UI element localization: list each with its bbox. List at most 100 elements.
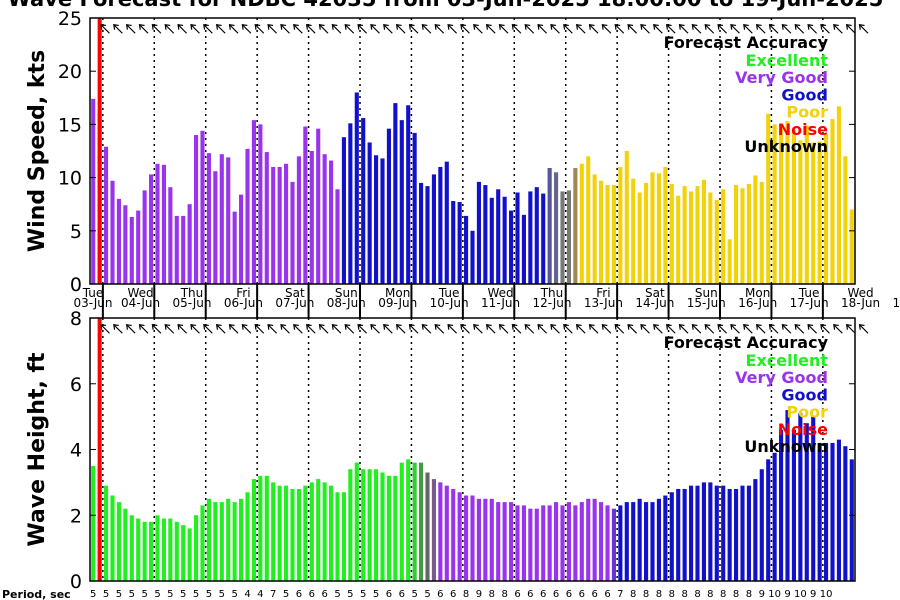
- period-value: 6: [566, 589, 572, 600]
- bar: [605, 505, 610, 581]
- bar: [547, 168, 552, 284]
- period-value: 4: [244, 589, 250, 600]
- period-value: 8: [720, 589, 726, 600]
- bar: [528, 191, 533, 284]
- bar: [772, 452, 777, 581]
- direction-arrow: [447, 324, 458, 334]
- period-value: 6: [321, 589, 327, 600]
- direction-arrow: [550, 324, 560, 334]
- direction-arrow: [691, 324, 702, 334]
- bar: [264, 152, 269, 284]
- day-date-label: 04-Jun: [121, 296, 160, 310]
- period-value: 9: [784, 589, 790, 600]
- bar: [464, 495, 469, 581]
- direction-arrow: [138, 24, 149, 34]
- day-date-label: 07-Jun: [275, 296, 314, 310]
- direction-arrow: [498, 24, 509, 34]
- bar: [309, 482, 314, 581]
- bar: [161, 164, 166, 284]
- bar: [438, 166, 443, 284]
- direction-arrow: [305, 324, 316, 334]
- direction-arrow: [704, 24, 715, 34]
- bar: [779, 128, 784, 284]
- direction-arrow: [293, 324, 303, 334]
- direction-arrow: [228, 324, 239, 334]
- direction-arrow: [550, 24, 560, 34]
- bar: [734, 185, 739, 284]
- bar: [618, 505, 623, 581]
- day-date-label: 10-Jun: [430, 296, 469, 310]
- bar: [566, 502, 571, 581]
- period-value: 8: [463, 589, 469, 600]
- bar: [406, 105, 411, 284]
- bar: [341, 492, 346, 581]
- direction-arrow: [460, 24, 470, 34]
- direction-arrow: [717, 324, 728, 334]
- direction-arrow: [113, 324, 123, 334]
- direction-arrow: [370, 24, 380, 34]
- bar: [277, 485, 282, 581]
- direction-arrow: [395, 324, 406, 334]
- bar: [727, 488, 732, 581]
- legend-item: Poor: [786, 403, 828, 422]
- direction-arrow: [267, 324, 278, 334]
- bar: [258, 124, 263, 285]
- legend-item: Poor: [786, 103, 828, 122]
- period-value: 5: [411, 589, 417, 600]
- day-date-label: 15-Jun: [687, 296, 726, 310]
- direction-arrow: [331, 324, 342, 334]
- bar: [734, 488, 739, 581]
- direction-arrow: [665, 24, 676, 34]
- wind-speed-panel: 0 5 10 15 20 25 Wind Speed, kts Forecast Accura…: [25, 8, 900, 318]
- bar: [303, 126, 308, 284]
- direction-arrow: [820, 24, 830, 34]
- bar: [476, 181, 481, 284]
- bar: [361, 469, 366, 581]
- direction-arrow: [318, 24, 329, 34]
- direction-arrow: [254, 324, 265, 334]
- direction-arrow: [743, 324, 753, 334]
- bar: [656, 173, 661, 284]
- bar: [708, 482, 713, 581]
- bar: [599, 180, 604, 284]
- wave-height-panel: 0 2 4 6 8 Wave Height, ft Forecast AccuracyExc…: [25, 308, 869, 593]
- bar: [502, 196, 507, 284]
- direction-arrow: [190, 324, 200, 334]
- direction-arrow: [267, 24, 278, 34]
- bar: [721, 189, 726, 284]
- direction-arrow: [293, 24, 303, 34]
- day-date-label: 17-Jun: [790, 296, 829, 310]
- bar: [592, 174, 597, 284]
- bar: [245, 148, 250, 284]
- period-value: 5: [116, 589, 122, 600]
- bar: [554, 172, 559, 284]
- bar: [200, 505, 205, 581]
- direction-arrow: [524, 324, 535, 334]
- direction-arrow: [845, 324, 856, 334]
- bar: [798, 413, 803, 581]
- direction-arrow: [858, 324, 869, 334]
- bar: [104, 146, 109, 284]
- bar: [251, 120, 256, 284]
- bar: [496, 189, 501, 284]
- day-date-label: 19-Jun: [892, 296, 900, 310]
- bar: [509, 210, 514, 284]
- bar: [644, 182, 649, 284]
- direction-arrow: [344, 324, 355, 334]
- direction-arrow: [434, 24, 445, 34]
- bar: [341, 137, 346, 284]
- bar: [149, 174, 154, 284]
- direction-arrow: [640, 324, 650, 334]
- direction-arrow: [755, 324, 766, 334]
- bar: [753, 479, 758, 581]
- direction-arrow: [125, 324, 136, 334]
- y-tick-label: 10: [58, 168, 82, 190]
- direction-arrow: [215, 324, 226, 334]
- bar: [509, 502, 514, 581]
- bar: [290, 181, 295, 284]
- bar: [650, 502, 655, 581]
- bar: [284, 163, 289, 284]
- bar: [316, 479, 321, 581]
- bar: [219, 154, 224, 284]
- bar: [740, 485, 745, 581]
